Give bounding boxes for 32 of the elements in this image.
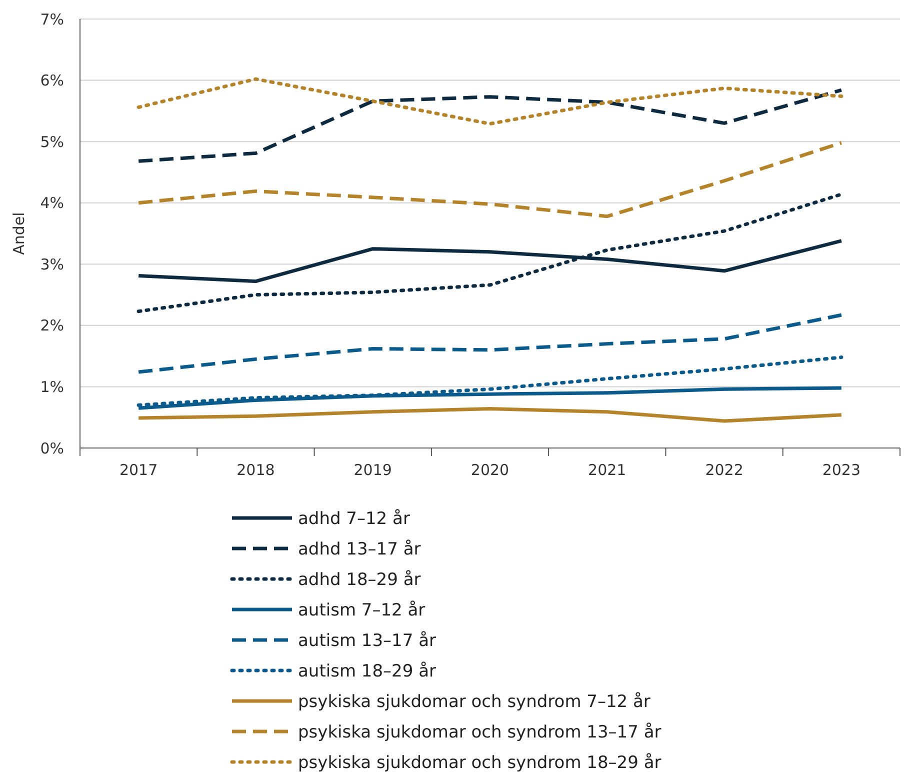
legend-label: autism 18–29 år (298, 661, 436, 682)
x-tick-label: 2022 (705, 461, 744, 479)
y-tick-label: 6% (40, 72, 64, 90)
line-series (136, 313, 844, 374)
line-series (136, 88, 844, 163)
line-series (136, 141, 844, 218)
line-series (136, 192, 844, 314)
legend-label: autism 13–17 år (298, 630, 436, 651)
x-tick-label: 2020 (470, 461, 510, 479)
x-tick-label: 2018 (236, 461, 275, 479)
legend-label: adhd 13–17 år (298, 539, 421, 560)
legend-label: psykiska sjukdomar och syndrom 7–12 år (298, 692, 650, 712)
y-tick-label: 2% (40, 316, 64, 335)
x-tick-label: 2023 (822, 461, 861, 479)
y-tick-label: 5% (40, 132, 64, 151)
y-tick-label: 0% (40, 439, 64, 458)
y-tick-label: 3% (40, 255, 64, 274)
line-series (136, 407, 844, 423)
y-tick-label: 4% (40, 194, 64, 212)
line-series (136, 356, 844, 407)
y-axis-title: Andel (10, 212, 28, 255)
y-tick-label: 1% (40, 378, 64, 396)
y-tick-label: 7% (40, 10, 64, 28)
legend-label: psykiska sjukdomar och syndrom 13–17 år (298, 722, 662, 742)
x-tick-label: 2021 (588, 461, 626, 479)
legend-label: psykiska sjukdomar och syndrom 18–29 år (298, 752, 662, 773)
line-series (136, 77, 844, 126)
x-tick-label: 2019 (354, 461, 392, 479)
legend-label: autism 7–12 år (298, 600, 426, 620)
x-tick-label: 2017 (119, 461, 158, 479)
legend-label: adhd 18–29 år (298, 570, 421, 590)
legend-label: adhd 7–12 år (298, 508, 410, 529)
